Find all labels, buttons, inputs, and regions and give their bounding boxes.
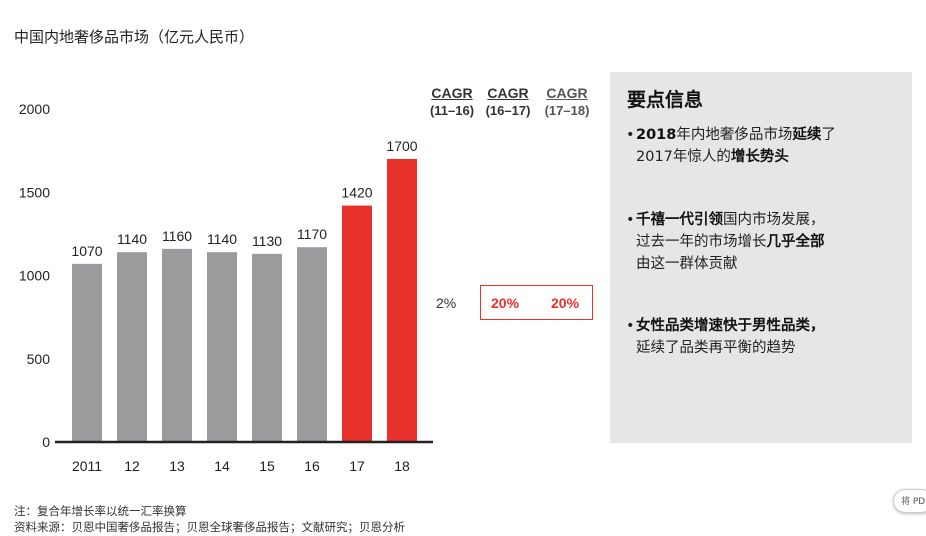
- cagr-header-label: CAGR: [487, 85, 529, 101]
- x-tick-label-13: 13: [169, 458, 185, 474]
- x-tick-label-14: 14: [214, 458, 230, 474]
- footnote-note: 注：复合年增长率以统一汇率换算: [14, 504, 187, 518]
- cagr-header-11-16: CAGR (11–16): [421, 84, 483, 120]
- cagr-header-label: CAGR: [546, 85, 588, 101]
- panel-title: 要点信息: [627, 89, 704, 111]
- x-tick-label-16: 16: [304, 458, 320, 474]
- data-label-18: 1700: [386, 138, 417, 154]
- x-tick-label-17: 17: [349, 458, 365, 474]
- cagr-header-label: CAGR: [431, 85, 473, 101]
- bar-13: [162, 248, 192, 442]
- data-label-2011: 1070: [71, 243, 102, 259]
- y-tick-label-500: 500: [27, 351, 51, 367]
- bar-18: [387, 158, 417, 442]
- bar-16: [297, 247, 327, 442]
- y-tick-label-1500: 1500: [19, 184, 50, 200]
- cagr-header-17-18: CAGR (17–18): [536, 84, 598, 120]
- pdf-tab-button[interactable]: 将 PD: [893, 489, 926, 513]
- data-label-15: 1130: [252, 233, 282, 249]
- bar-chart: 1070 2011 1140 12 1160 13 1140 14 1130 15 1170 16 14…: [19, 101, 433, 474]
- y-tick-label-0: 0: [42, 434, 50, 450]
- data-label-16: 1170: [297, 226, 327, 242]
- cagr-header-period: (11–16): [429, 103, 475, 118]
- bar-15: [252, 253, 282, 442]
- cagr-header-16-17: CAGR (16–17): [477, 84, 539, 120]
- key-point-1: •2018年内地奢侈品市场延续了 2017年惊人的增长势头: [626, 127, 836, 165]
- bar-14: [207, 252, 237, 442]
- key-point-3: •女性品类增速快于男性品类， 延续了品类再平衡的趋势: [626, 318, 825, 356]
- x-tick-label-2011: 2011: [72, 458, 102, 474]
- footnote-source: 资料来源：贝恩中国奢侈品报告；贝恩全球奢侈品报告；文献研究；贝恩分析: [14, 520, 405, 534]
- data-label-12: 1140: [117, 231, 147, 247]
- x-tick-label-18: 18: [394, 458, 410, 474]
- data-label-17: 1420: [341, 185, 372, 201]
- footnotes: 注：复合年增长率以统一汇率换算 资料来源：贝恩中国奢侈品报告；贝恩全球奢侈品报告…: [14, 503, 405, 535]
- data-label-13: 1160: [162, 228, 192, 244]
- bar-17: [342, 205, 372, 442]
- x-tick-label-12: 12: [124, 458, 140, 474]
- chart-title: 中国内地奢侈品市场（亿元人民币）: [14, 28, 255, 46]
- bar-2011: [72, 263, 102, 442]
- cagr-value-16-17: 20%: [491, 295, 520, 311]
- key-info-panel: 要点信息 •2018年内地奢侈品市场延续了 2017年惊人的增长势头 •千禧一代…: [610, 72, 912, 443]
- cagr-value-11-16: 2%: [436, 295, 457, 311]
- key-point-2: •千禧一代引领国内市场发展， 过去一年的市场增长几乎全部 由这一群体贡献: [626, 212, 825, 272]
- cagr-highlight-box: 20% 20%: [480, 285, 593, 320]
- data-label-14: 1140: [207, 231, 237, 247]
- y-tick-label-1000: 1000: [19, 268, 50, 284]
- y-tick-label-2000: 2000: [19, 101, 50, 117]
- cagr-header-period: (16–17): [485, 103, 531, 118]
- cagr-value-17-18: 20%: [551, 295, 580, 311]
- x-tick-label-15: 15: [259, 458, 275, 474]
- cagr-header-period: (17–18): [544, 103, 590, 118]
- bar-12: [117, 252, 147, 442]
